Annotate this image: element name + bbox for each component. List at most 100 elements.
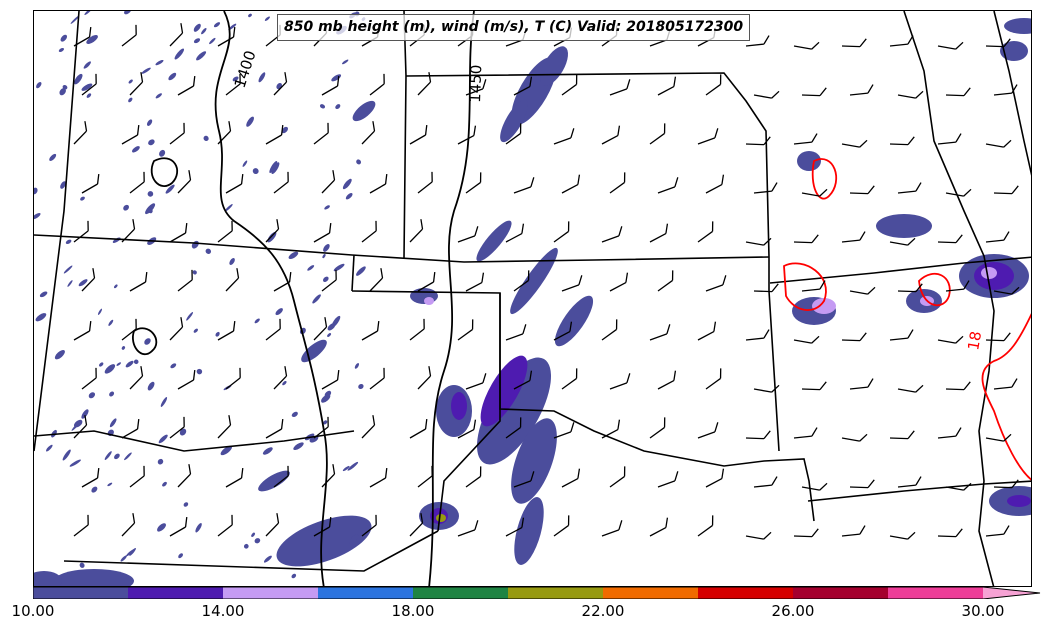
wind-barb bbox=[753, 476, 778, 488]
wind-barb bbox=[753, 182, 778, 194]
wind-barb bbox=[993, 286, 1020, 295]
wind-barb bbox=[409, 418, 428, 439]
wind-barb bbox=[553, 422, 575, 439]
height-contour-small-1 bbox=[132, 327, 158, 356]
colorbar-segment bbox=[603, 587, 698, 599]
wind-barb bbox=[273, 271, 292, 292]
wind-barb bbox=[993, 84, 1018, 96]
shading-speckle bbox=[155, 93, 162, 99]
wind-barb bbox=[889, 531, 916, 540]
wind-barb bbox=[793, 335, 820, 344]
shading-speckle bbox=[159, 149, 166, 157]
shading-area bbox=[276, 515, 372, 567]
wind-barb bbox=[225, 73, 241, 96]
wind-barb bbox=[121, 219, 136, 243]
shading-speckle bbox=[252, 168, 259, 175]
shading-speckle bbox=[131, 146, 140, 153]
wind-barb bbox=[897, 283, 923, 293]
wind-barb bbox=[265, 418, 284, 439]
shading-area bbox=[451, 392, 467, 420]
wind-barb bbox=[225, 268, 240, 292]
shading-speckle bbox=[165, 184, 175, 194]
shading-speckle bbox=[358, 383, 364, 390]
wind-barb bbox=[985, 38, 1011, 48]
shading-speckle bbox=[155, 59, 164, 66]
shading-speckle bbox=[345, 192, 353, 200]
colorbar-tick-label: 22.00 bbox=[581, 602, 625, 620]
shading-speckle bbox=[347, 461, 359, 471]
wind-barb bbox=[601, 419, 621, 439]
wind-barb bbox=[793, 234, 819, 244]
shading-speckle bbox=[36, 81, 42, 89]
wind-barb bbox=[169, 122, 185, 145]
shading-speckle bbox=[104, 364, 116, 374]
wind-barb bbox=[609, 373, 631, 390]
shading-speckle bbox=[220, 445, 232, 456]
wind-barb bbox=[609, 172, 626, 194]
shading-area bbox=[301, 339, 327, 363]
shading-speckle bbox=[195, 522, 202, 533]
wind-barb bbox=[657, 76, 677, 96]
shading-speckle bbox=[271, 162, 280, 174]
wind-barb bbox=[937, 528, 963, 538]
wind-barb bbox=[849, 185, 875, 195]
wind-barb bbox=[369, 73, 385, 96]
wind-barb bbox=[81, 173, 100, 194]
shading-speckle bbox=[288, 251, 299, 260]
wind-barb bbox=[321, 75, 340, 96]
shading-speckle bbox=[69, 459, 81, 467]
wind-barb bbox=[601, 125, 621, 145]
shading-area bbox=[424, 297, 434, 305]
wind-barb bbox=[649, 223, 669, 243]
wind-barb bbox=[121, 24, 137, 47]
shading-speckle bbox=[193, 23, 201, 32]
wind-barb bbox=[553, 128, 575, 145]
wind-barb bbox=[793, 41, 820, 50]
wind-barb bbox=[601, 319, 618, 341]
wind-barb bbox=[313, 317, 328, 341]
shading-speckle bbox=[251, 532, 255, 537]
height-contours bbox=[132, 11, 475, 586]
shading-speckle bbox=[157, 458, 164, 465]
shading-speckle bbox=[59, 88, 66, 96]
wind-barb bbox=[361, 220, 377, 243]
wind-barb bbox=[417, 171, 433, 194]
wind-barb bbox=[169, 222, 188, 243]
temp-contour-mo bbox=[918, 272, 951, 307]
wind-barb bbox=[505, 123, 522, 145]
wind-barb bbox=[985, 139, 1012, 148]
wind-barb bbox=[705, 275, 727, 292]
shading-speckle bbox=[79, 562, 85, 568]
wind-barb bbox=[417, 465, 433, 488]
colorbar-segment bbox=[508, 587, 603, 599]
shading-speckle bbox=[45, 444, 53, 452]
shading-speckle bbox=[323, 420, 328, 425]
shading-speckle bbox=[73, 419, 83, 428]
shading-speckle bbox=[109, 391, 115, 397]
shading-speckle bbox=[148, 139, 155, 146]
wind-barb bbox=[657, 177, 679, 194]
wind-barb bbox=[937, 335, 964, 344]
wind-barb bbox=[465, 172, 482, 194]
wind-barb bbox=[945, 381, 971, 391]
shading-speckle bbox=[125, 360, 134, 368]
shading-area bbox=[1004, 18, 1031, 34]
wind-barb bbox=[697, 321, 717, 341]
shading-speckle bbox=[141, 67, 151, 74]
wind-barb bbox=[657, 270, 674, 292]
colorbar-outline bbox=[33, 587, 1041, 599]
shading-speckle bbox=[224, 204, 233, 212]
shading-speckle bbox=[213, 22, 221, 28]
wind-barb bbox=[361, 415, 376, 439]
shading-area bbox=[500, 99, 528, 143]
shading-speckle bbox=[114, 453, 120, 460]
colorbar-segment bbox=[888, 587, 983, 599]
wind-barb bbox=[697, 422, 719, 439]
wind-barb bbox=[705, 174, 725, 194]
wind-barb bbox=[513, 177, 535, 194]
colorbar-segment bbox=[413, 587, 508, 599]
wind-barb bbox=[513, 370, 533, 390]
wind-barb bbox=[841, 332, 867, 342]
wind-barb bbox=[321, 170, 336, 194]
wind-barb bbox=[657, 471, 679, 488]
